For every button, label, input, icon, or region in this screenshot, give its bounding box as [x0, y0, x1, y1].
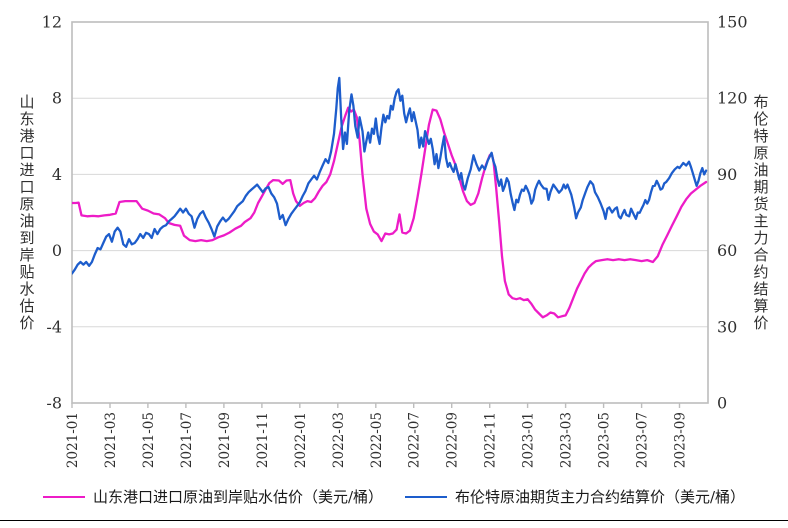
right-axis-tick-label: 90 [717, 165, 737, 184]
x-axis-tick-label: 2022-05 [369, 412, 385, 468]
x-axis-tick-label: 2022-03 [331, 412, 347, 468]
legend-label-premium: 山东港口进口原油到岸贴水估价（美元/桶） [92, 488, 383, 506]
x-axis-tick-label: 2023-09 [673, 412, 689, 468]
x-axis-tick-label: 2023-05 [597, 412, 613, 468]
x-axis-tick-label: 2021-09 [217, 412, 233, 468]
bottom-border-line [0, 520, 788, 521]
plot-border [71, 21, 709, 404]
x-axis-tick-label: 2021-11 [255, 412, 271, 468]
left-axis-tick-label: 4 [52, 165, 62, 184]
brent-line-swatch [405, 495, 447, 498]
left-axis-tick-label: -8 [46, 394, 62, 413]
legend-item-premium: 山东港口进口原油到岸贴水估价（美元/桶） [42, 486, 383, 507]
right-axis-tick-label: 0 [717, 394, 727, 413]
chart-legend: 山东港口进口原油到岸贴水估价（美元/桶） 布伦特原油期货主力合约结算价（美元/桶… [0, 486, 788, 507]
left-axis-tick-label: 12 [42, 13, 62, 32]
left-axis-tick-label: 0 [52, 241, 62, 260]
right-axis-tick-label: 30 [717, 317, 737, 336]
legend-label-brent: 布伦特原油期货主力合约结算价（美元/桶） [455, 488, 746, 506]
x-axis-tick-label: 2021-01 [65, 412, 81, 468]
right-axis-title: 布伦特原油期货主力合约结算价 [751, 93, 770, 332]
series-line-left [72, 106, 708, 319]
right-axis-tick-label: 120 [717, 89, 748, 108]
series-line-right [72, 76, 708, 275]
x-axis-tick-label: 2022-07 [407, 412, 423, 468]
x-axis-tick-label: 2021-03 [103, 412, 119, 468]
premium-line-swatch [42, 495, 85, 498]
x-axis-tick-label: 2022-01 [293, 412, 309, 468]
x-axis-tick-label: 2023-03 [559, 412, 575, 468]
x-axis-tick-label: 2023-01 [521, 412, 537, 468]
x-axis-tick-label: 2022-09 [445, 412, 461, 468]
left-axis-tick-label: 8 [52, 89, 62, 108]
x-axis-tick-label: 2021-05 [141, 412, 157, 468]
legend-item-brent: 布伦特原油期货主力合约结算价（美元/桶） [405, 486, 745, 507]
x-axis-tick-label: 2022-11 [483, 412, 499, 468]
right-axis-tick-label: 60 [717, 241, 737, 260]
x-axis-tick-label: 2023-07 [635, 412, 651, 468]
left-axis-tick-label: -4 [46, 317, 62, 336]
right-axis-tick-label: 150 [717, 13, 748, 32]
left-axis-title: 山东港口进口原油到岸贴水估价 [17, 93, 36, 332]
x-axis-tick-label: 2021-07 [179, 412, 195, 468]
